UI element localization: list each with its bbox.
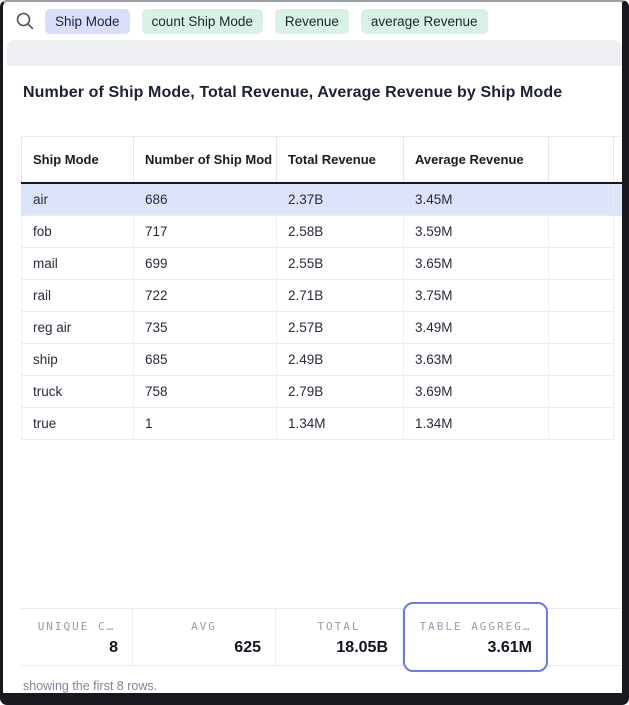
table-row-rail[interactable]: rail 722 2.71B 3.75M: [21, 280, 622, 312]
table-body: air 686 2.37B 3.45M fob 717 2.58B 3.59M mail 699 2…: [21, 184, 622, 440]
table-cell: 3.45M: [403, 184, 548, 216]
table-cell: rail: [21, 280, 133, 312]
table-cell: 2.79B: [276, 376, 403, 408]
table-cell-empty: [548, 280, 614, 312]
table-cell: 2.71B: [276, 280, 403, 312]
table-header-row: Ship Mode Number of Ship Mod Total Revenue…: [21, 136, 622, 184]
table-cell: true: [21, 408, 133, 440]
stats-filler: [548, 609, 622, 665]
query-bar: Ship Mode count Ship Mode Revenue average R…: [3, 2, 622, 40]
table-cell-empty: [548, 408, 614, 440]
table-cell: 2.37B: [276, 184, 403, 216]
table-cell: 3.63M: [403, 344, 548, 376]
summary-stat-total[interactable]: TOTAL 18.05B: [276, 609, 403, 665]
stat-label: TABLE AGGREG…: [419, 619, 532, 633]
table-row-true[interactable]: true 1 1.34M 1.34M: [21, 408, 622, 440]
table-cell: reg air: [21, 312, 133, 344]
table-cell: 3.65M: [403, 248, 548, 280]
column-header-average-revenue[interactable]: Average Revenue: [403, 137, 548, 182]
table-cell-empty: [548, 344, 614, 376]
table-cell: 3.59M: [403, 216, 548, 248]
table-cell: 3.49M: [403, 312, 548, 344]
stat-label: UNIQUE C…: [37, 619, 116, 633]
table-cell: 3.69M: [403, 376, 548, 408]
results-table: Ship Mode Number of Ship Mod Total Revenue…: [21, 136, 622, 440]
summary-stat-table-aggreg[interactable]: TABLE AGGREG… 3.61M: [403, 602, 548, 672]
row-filler: [614, 248, 622, 280]
table-cell: 2.57B: [276, 312, 403, 344]
query-chip-count-ship-mode[interactable]: count Ship Mode: [141, 8, 263, 34]
table-cell: 1: [133, 408, 276, 440]
table-cell-empty: [548, 376, 614, 408]
table-cell-empty: [548, 248, 614, 280]
table-cell-empty: [548, 312, 614, 344]
table-cell: 699: [133, 248, 276, 280]
row-filler: [614, 184, 622, 216]
table-row-ship[interactable]: ship 685 2.49B 3.63M: [21, 344, 622, 376]
query-chip-list: Ship Mode count Ship Mode Revenue average R…: [45, 8, 488, 34]
column-header-number-of-ship-mod[interactable]: Number of Ship Mod: [133, 137, 276, 182]
table-cell: ship: [21, 344, 133, 376]
table-cell: 2.55B: [276, 248, 403, 280]
table-cell: 758: [133, 376, 276, 408]
table-row-reg-air[interactable]: reg air 735 2.57B 3.49M: [21, 312, 622, 344]
table-row-fob[interactable]: fob 717 2.58B 3.59M: [21, 216, 622, 248]
stat-label: TOTAL: [317, 619, 361, 633]
empty-area: [3, 440, 622, 608]
page-title: Number of Ship Mode, Total Revenue, Aver…: [23, 84, 563, 101]
query-chip-revenue[interactable]: Revenue: [274, 8, 349, 34]
table-cell: 722: [133, 280, 276, 312]
row-filler: [614, 344, 622, 376]
table-cell: air: [21, 184, 133, 216]
table-cell: mail: [21, 248, 133, 280]
row-filler: [614, 312, 622, 344]
summary-stats-row: UNIQUE C… 8 AVG 625 TOTAL 18.05B TABLE AGGREG……: [21, 602, 622, 672]
table-cell: truck: [21, 376, 133, 408]
row-filler: [614, 216, 622, 248]
table-cell: fob: [21, 216, 133, 248]
table-cell: 3.75M: [403, 280, 548, 312]
table-cell: 2.58B: [276, 216, 403, 248]
table-row-mail[interactable]: mail 699 2.55B 3.65M: [21, 248, 622, 280]
summary-stat-unique-c[interactable]: UNIQUE C… 8: [21, 609, 133, 665]
stat-value: 18.05B: [336, 638, 388, 656]
result-card: Number of Ship Mode, Total Revenue, Aver…: [3, 66, 622, 693]
table-row-truck[interactable]: truck 758 2.79B 3.69M: [21, 376, 622, 408]
row-filler: [614, 376, 622, 408]
table-cell: 735: [133, 312, 276, 344]
table-cell: 717: [133, 216, 276, 248]
stat-label: AVG: [191, 619, 217, 633]
query-chip-average-revenue[interactable]: average Revenue: [360, 8, 488, 34]
row-filler: [614, 408, 622, 440]
table-cell: 686: [133, 184, 276, 216]
header-filler: [614, 137, 622, 182]
row-count-note: showing the first 8 rows.: [23, 679, 158, 693]
query-chip-ship-mode[interactable]: Ship Mode: [45, 8, 130, 34]
stat-value: 3.61M: [487, 638, 532, 656]
column-header-empty[interactable]: [548, 137, 614, 182]
table-cell: 2.49B: [276, 344, 403, 376]
table-cell: 685: [133, 344, 276, 376]
column-header-ship-mode[interactable]: Ship Mode: [21, 137, 133, 182]
summary-stat-avg[interactable]: AVG 625: [133, 609, 276, 665]
table-cell: 1.34M: [276, 408, 403, 440]
stat-value: 8: [109, 638, 118, 656]
table-cell-empty: [548, 184, 614, 216]
search-icon[interactable]: [15, 11, 35, 31]
stat-value: 625: [234, 638, 261, 656]
table-row-air[interactable]: air 686 2.37B 3.45M: [21, 184, 622, 216]
column-header-total-revenue[interactable]: Total Revenue: [276, 137, 403, 182]
table-cell-empty: [548, 216, 614, 248]
page-background-strip: [7, 40, 622, 66]
table-cell: 1.34M: [403, 408, 548, 440]
row-filler: [614, 280, 622, 312]
